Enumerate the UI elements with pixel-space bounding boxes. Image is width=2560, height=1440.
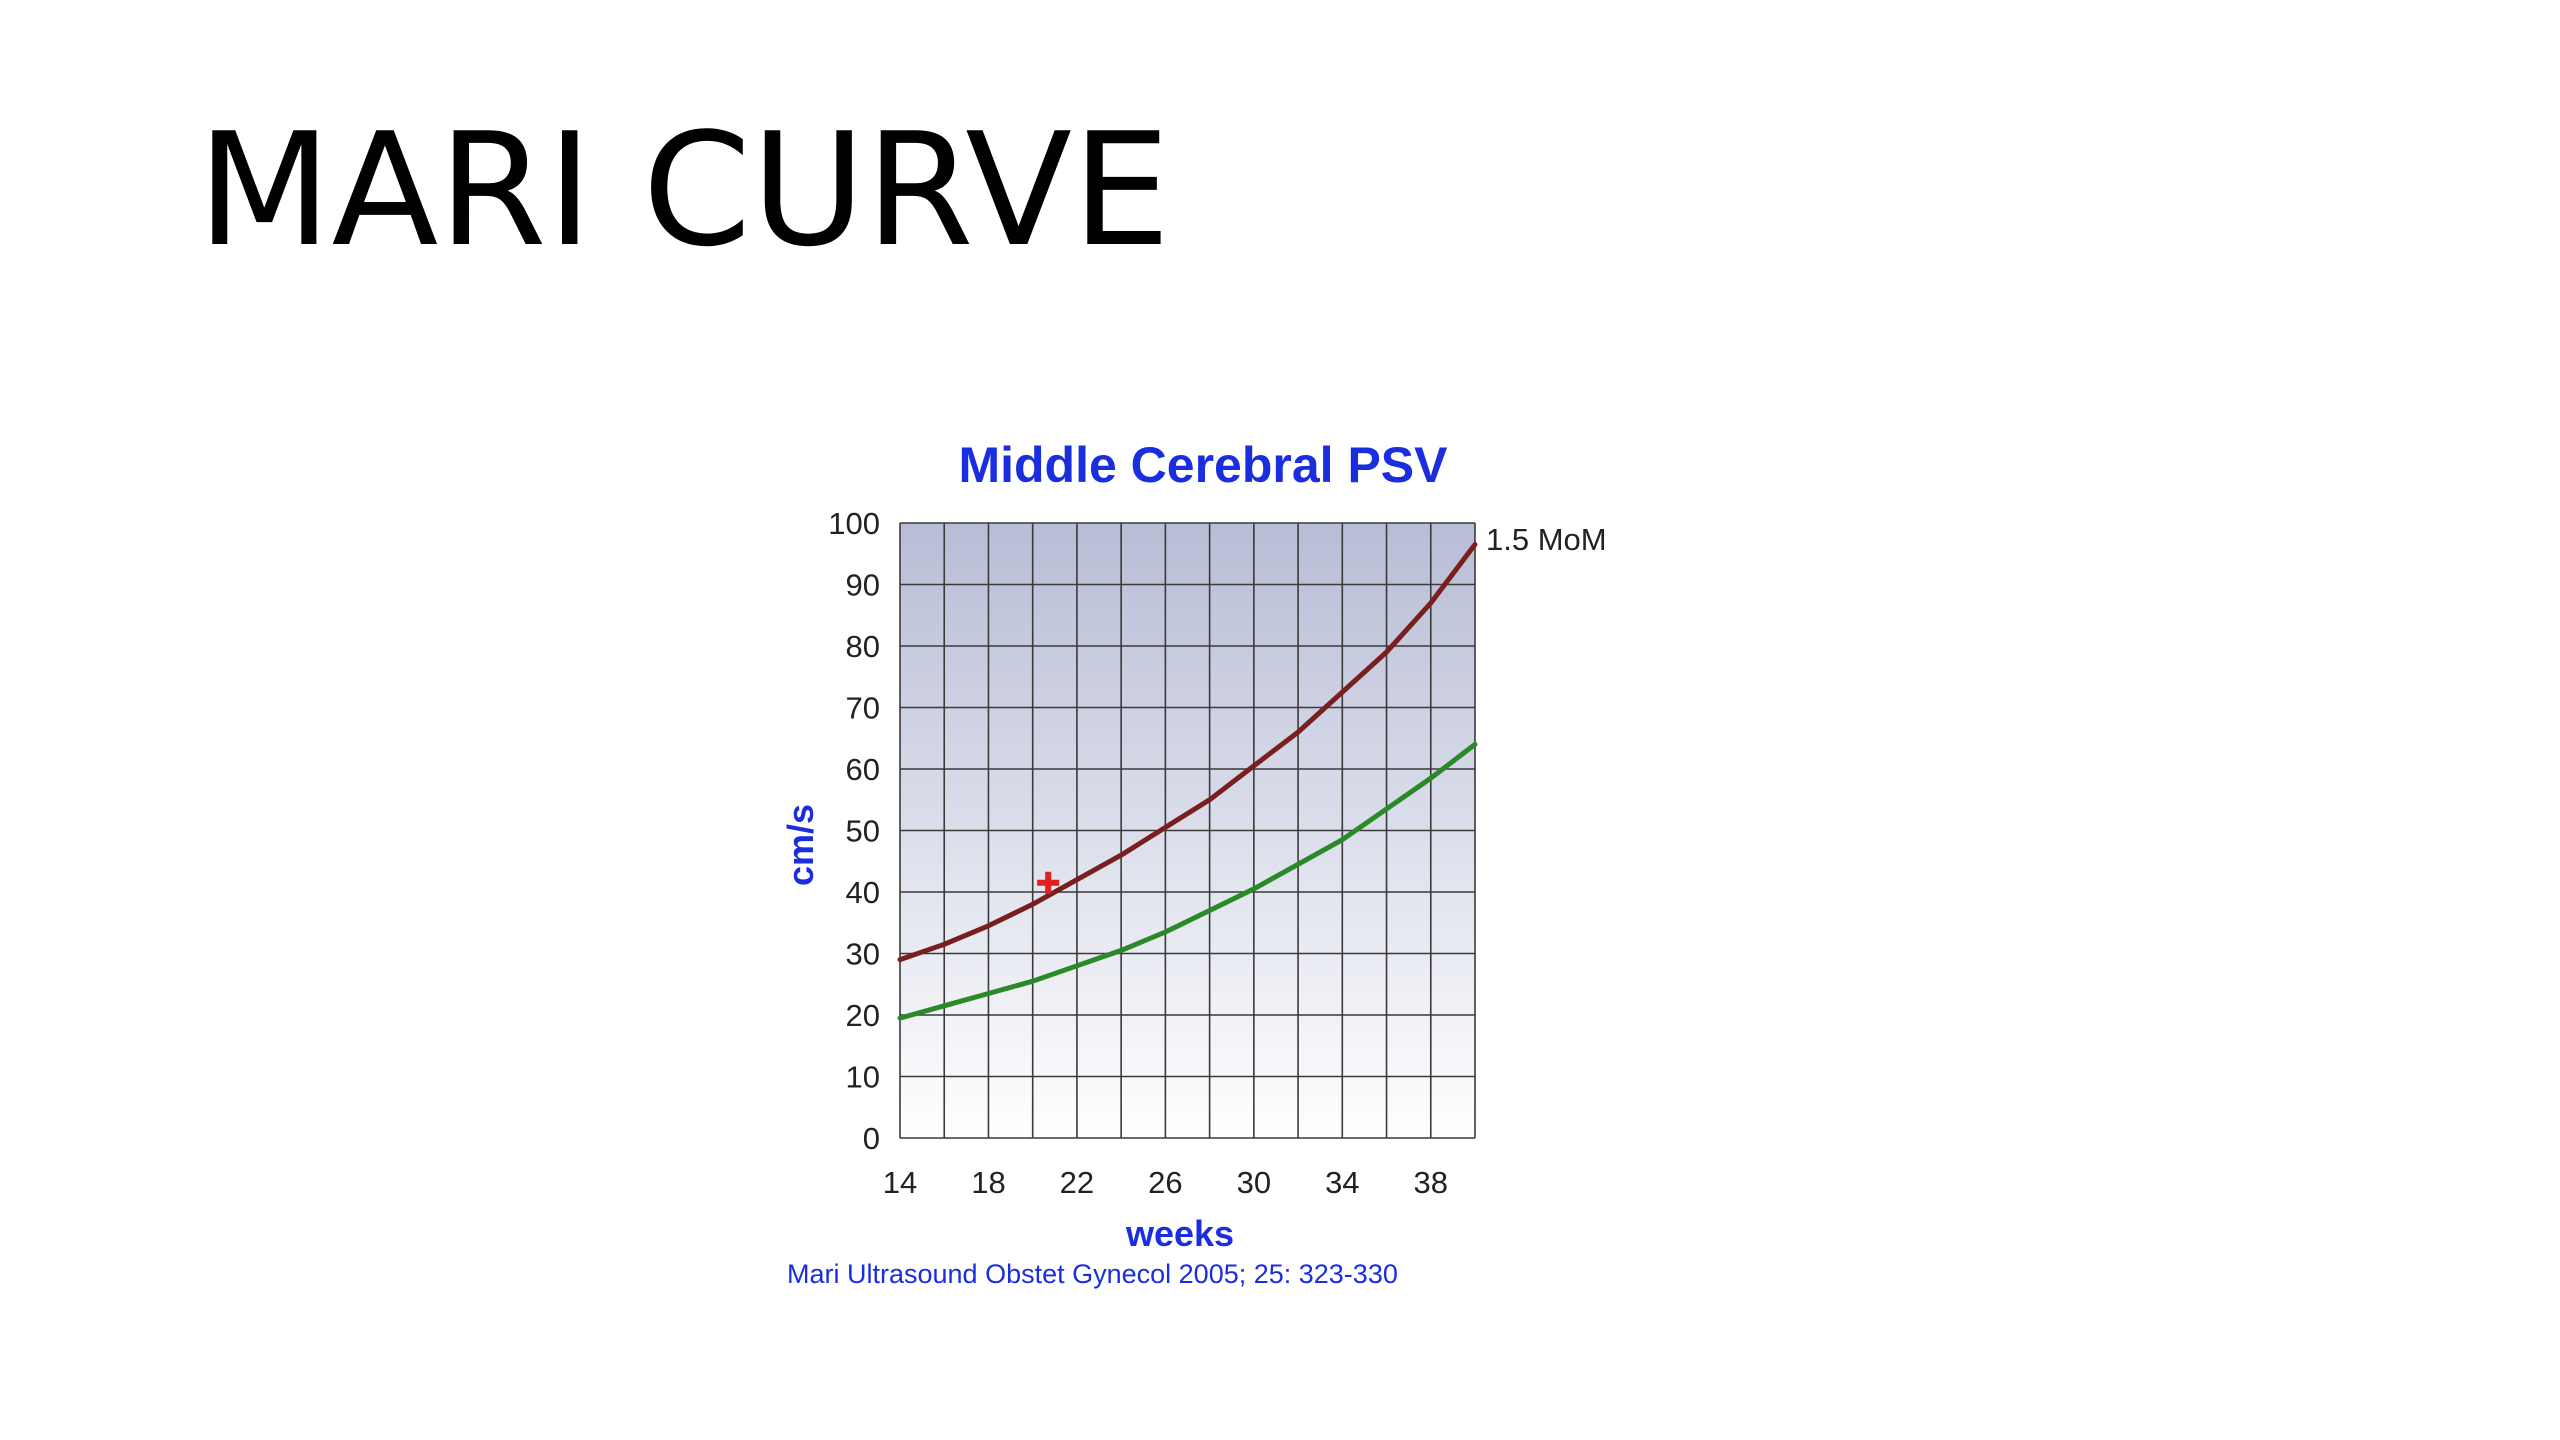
x-tick-label: 34 [1325, 1165, 1359, 1200]
y-tick-label: 30 [846, 937, 880, 972]
y-tick-label: 20 [846, 998, 880, 1033]
y-tick-label: 40 [846, 875, 880, 910]
data-point-cross [1037, 871, 1060, 894]
y-tick-label: 80 [846, 629, 880, 664]
y-axis-label: cm/s [780, 804, 821, 886]
x-tick-label: 38 [1414, 1165, 1448, 1200]
y-tick-label: 100 [828, 506, 880, 541]
y-tick-label: 0 [863, 1121, 880, 1156]
x-axis-label: weeks [1125, 1213, 1234, 1254]
y-tick-label: 70 [846, 691, 880, 726]
x-tick-label: 30 [1237, 1165, 1271, 1200]
axis-ticks: 0 10 20 30 40 50 60 70 80 90 100 14 18 22 26 30 34 38 [828, 506, 1448, 1200]
series-label-1-5-mom: 1.5 MoM [1486, 522, 1607, 557]
y-tick-label: 50 [846, 814, 880, 849]
x-tick-label: 22 [1060, 1165, 1094, 1200]
source-citation: Mari Ultrasound Obstet Gynecol 2005; 25:… [787, 1259, 1398, 1289]
series-line-2 [897, 741, 1478, 1021]
x-tick-label: 18 [971, 1165, 1005, 1200]
slide-title: MARI CURVE [197, 99, 1171, 281]
x-tick-label: 14 [883, 1165, 917, 1200]
y-tick-label: 60 [846, 752, 880, 787]
series-lines [897, 542, 1478, 1021]
data-points [1037, 871, 1060, 894]
series-line-1 [897, 542, 1478, 963]
chart-title: Middle Cerebral PSV [958, 437, 1448, 493]
grid [899, 522, 1476, 1139]
y-tick-label: 10 [846, 1060, 880, 1095]
x-tick-label: 26 [1148, 1165, 1182, 1200]
y-tick-label: 90 [846, 568, 880, 603]
